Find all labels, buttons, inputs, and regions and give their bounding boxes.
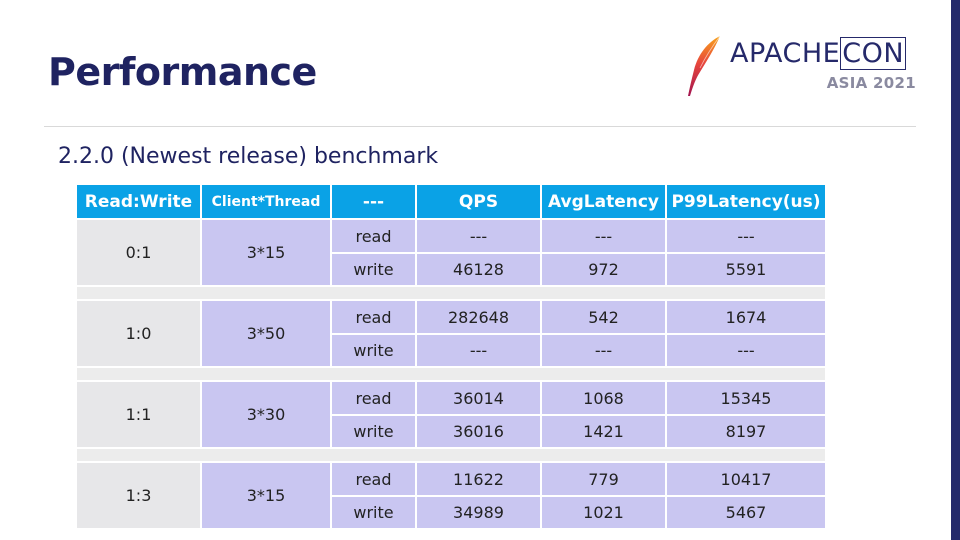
qps-cell: ---	[417, 335, 542, 368]
ratio-cell: 1:3	[77, 463, 202, 530]
group-separator	[77, 449, 825, 461]
header-qps: QPS	[417, 185, 542, 218]
qps-cell: 282648	[417, 301, 542, 335]
table-group: 1:3 3*15 read 11622 779 10417 write 3498…	[77, 463, 825, 530]
header-p99-latency: P99Latency(us)	[671, 191, 821, 212]
logo-name-main: APACHE	[730, 38, 841, 69]
avg-latency-cell: 1421	[542, 416, 667, 449]
qps-cell: 11622	[417, 463, 542, 497]
logo-wordmark: APACHECON	[730, 37, 907, 70]
operation-cell: write	[332, 335, 417, 368]
p99-latency-cell: 10417	[667, 463, 825, 497]
avg-latency-cell: 1068	[542, 382, 667, 416]
ratio-cell: 1:0	[77, 301, 202, 368]
group-separator	[77, 287, 825, 299]
p99-latency-cell: 15345	[667, 382, 825, 416]
avg-latency-cell: ---	[542, 220, 667, 254]
client-thread-cell: 3*15	[202, 220, 332, 287]
table-header-row: Read:Write Client*Thread --- QPS AvgLate…	[77, 185, 825, 218]
avg-latency-cell: 779	[542, 463, 667, 497]
operation-cell: write	[332, 416, 417, 449]
title-divider	[44, 126, 916, 127]
table-group: 1:1 3*30 read 36014 1068 15345 write 360…	[77, 382, 825, 449]
group-separator	[77, 368, 825, 380]
ratio-cell: 1:1	[77, 382, 202, 449]
client-thread-cell: 3*30	[202, 382, 332, 449]
avg-latency-cell: 972	[542, 254, 667, 287]
operation-cell: read	[332, 382, 417, 416]
logo-name-box: CON	[840, 37, 907, 70]
avg-latency-cell: 1021	[542, 497, 667, 530]
header-client-thread: Client*Thread	[202, 185, 332, 218]
benchmark-table: Read:Write Client*Thread --- QPS AvgLate…	[77, 185, 825, 530]
operation-cell: write	[332, 497, 417, 530]
apachecon-logo: APACHECON ASIA 2021	[680, 30, 920, 100]
p99-latency-cell: 5467	[667, 497, 825, 530]
operation-cell: read	[332, 463, 417, 497]
slide-title: Performance	[48, 50, 317, 94]
p99-latency-cell: 5591	[667, 254, 825, 287]
p99-latency-cell: ---	[667, 220, 825, 254]
header-read-write: Read:Write	[77, 185, 202, 218]
p99-latency-cell: ---	[667, 335, 825, 368]
client-thread-cell: 3*50	[202, 301, 332, 368]
qps-cell: ---	[417, 220, 542, 254]
qps-cell: 36014	[417, 382, 542, 416]
table-group: 1:0 3*50 read 282648 542 1674 write --- …	[77, 301, 825, 368]
logo-event: ASIA 2021	[826, 74, 916, 92]
qps-cell: 46128	[417, 254, 542, 287]
avg-latency-cell: ---	[542, 335, 667, 368]
operation-cell: write	[332, 254, 417, 287]
slide-right-accent-bar	[951, 0, 960, 540]
header-avg-latency: AvgLatency	[542, 185, 667, 218]
p99-latency-cell: 1674	[667, 301, 825, 335]
slide-subtitle: 2.2.0 (Newest release) benchmark	[58, 144, 439, 169]
table-group: 0:1 3*15 read --- --- --- write 46128 97…	[77, 220, 825, 287]
header-operation: ---	[332, 185, 417, 218]
ratio-cell: 0:1	[77, 220, 202, 287]
operation-cell: read	[332, 220, 417, 254]
operation-cell: read	[332, 301, 417, 335]
feather-icon	[688, 35, 721, 96]
client-thread-cell: 3*15	[202, 463, 332, 530]
qps-cell: 34989	[417, 497, 542, 530]
p99-latency-cell: 8197	[667, 416, 825, 449]
avg-latency-cell: 542	[542, 301, 667, 335]
qps-cell: 36016	[417, 416, 542, 449]
